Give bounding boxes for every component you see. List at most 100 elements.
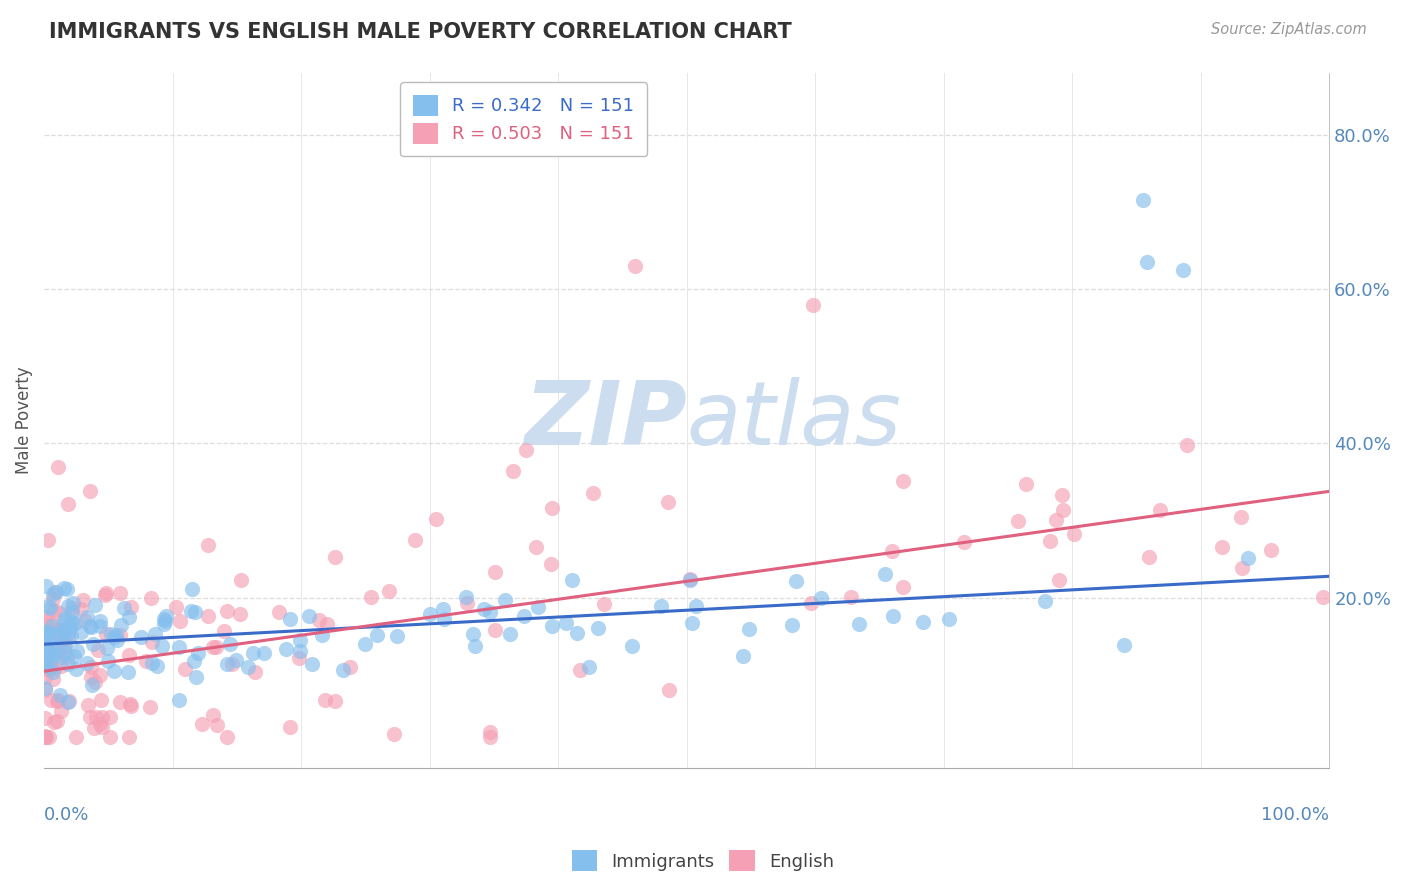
Point: [34, 662, 56, 676]
Point: [108, 628, 131, 642]
Point: [46, 459, 69, 474]
Point: [56, 599, 79, 614]
Y-axis label: Male Poverty: Male Poverty: [15, 367, 32, 475]
Point: [180, 603, 202, 617]
Point: [39, 660, 62, 674]
Point: [456, 591, 478, 605]
Point: [1007, 515, 1029, 529]
Point: [56, 582, 79, 596]
Point: [100, 627, 122, 641]
Point: [432, 602, 454, 616]
Point: [366, 628, 388, 642]
Point: [242, 646, 264, 660]
Point: [1173, 262, 1195, 277]
Point: [34, 643, 56, 657]
Point: [311, 628, 333, 642]
Point: [80, 670, 103, 684]
Point: [38, 730, 60, 744]
Point: [848, 617, 870, 632]
Point: [34, 632, 56, 646]
Point: [205, 640, 228, 654]
Point: [228, 607, 250, 621]
Point: [34, 648, 56, 663]
Point: [62, 596, 84, 610]
Point: [1052, 503, 1074, 517]
Point: [48, 689, 70, 703]
Point: [143, 627, 166, 641]
Point: [1211, 540, 1233, 554]
Point: [46, 694, 69, 708]
Point: [44, 585, 66, 599]
Point: [94, 627, 117, 641]
Point: [38, 649, 60, 664]
Point: [117, 665, 139, 679]
Point: [377, 584, 399, 599]
Point: [76, 610, 98, 624]
Point: [37, 645, 59, 659]
Point: [891, 580, 914, 594]
Point: [141, 635, 163, 649]
Point: [55, 624, 77, 638]
Point: [1149, 502, 1171, 516]
Point: [953, 535, 976, 549]
Point: [37, 599, 59, 614]
Point: [891, 475, 914, 489]
Point: [53, 622, 76, 636]
Point: [118, 610, 141, 624]
Point: [555, 616, 578, 631]
Point: [49, 659, 72, 673]
Point: [34, 729, 56, 743]
Point: [298, 609, 321, 624]
Point: [39, 658, 62, 673]
Point: [679, 573, 702, 587]
Point: [77, 698, 100, 712]
Point: [56, 695, 79, 709]
Point: [38, 643, 60, 657]
Point: [212, 624, 235, 638]
Point: [541, 619, 564, 633]
Point: [48, 606, 70, 620]
Point: [52, 581, 75, 595]
Point: [278, 612, 301, 626]
Point: [70, 625, 93, 640]
Point: [42, 648, 65, 663]
Point: [1136, 255, 1159, 269]
Point: [464, 639, 486, 653]
Point: [217, 604, 239, 618]
Point: [34, 657, 56, 671]
Point: [34, 711, 56, 725]
Point: [86, 709, 108, 723]
Point: [657, 495, 679, 509]
Point: [880, 544, 903, 558]
Point: [44, 624, 66, 639]
Point: [108, 586, 131, 600]
Point: [45, 714, 67, 729]
Point: [51, 704, 73, 718]
Point: [34, 730, 56, 744]
Point: [42, 587, 65, 601]
Point: [34, 657, 56, 672]
Point: [425, 512, 447, 526]
Point: [502, 464, 524, 478]
Point: [1230, 560, 1253, 574]
Point: [183, 605, 205, 619]
Legend: Immigrants, English: Immigrants, English: [565, 843, 841, 879]
Point: [316, 617, 339, 632]
Point: [360, 590, 382, 604]
Point: [353, 637, 375, 651]
Point: [72, 593, 94, 607]
Point: [34, 642, 56, 657]
Point: [419, 607, 441, 621]
Point: [1312, 590, 1334, 604]
Point: [288, 644, 311, 658]
Point: [938, 612, 960, 626]
Point: [58, 657, 80, 671]
Point: [69, 602, 91, 616]
Point: [541, 500, 564, 515]
Point: [65, 730, 87, 744]
Point: [1237, 550, 1260, 565]
Point: [80, 660, 103, 674]
Point: [738, 622, 761, 636]
Point: [1230, 509, 1253, 524]
Point: [139, 591, 162, 605]
